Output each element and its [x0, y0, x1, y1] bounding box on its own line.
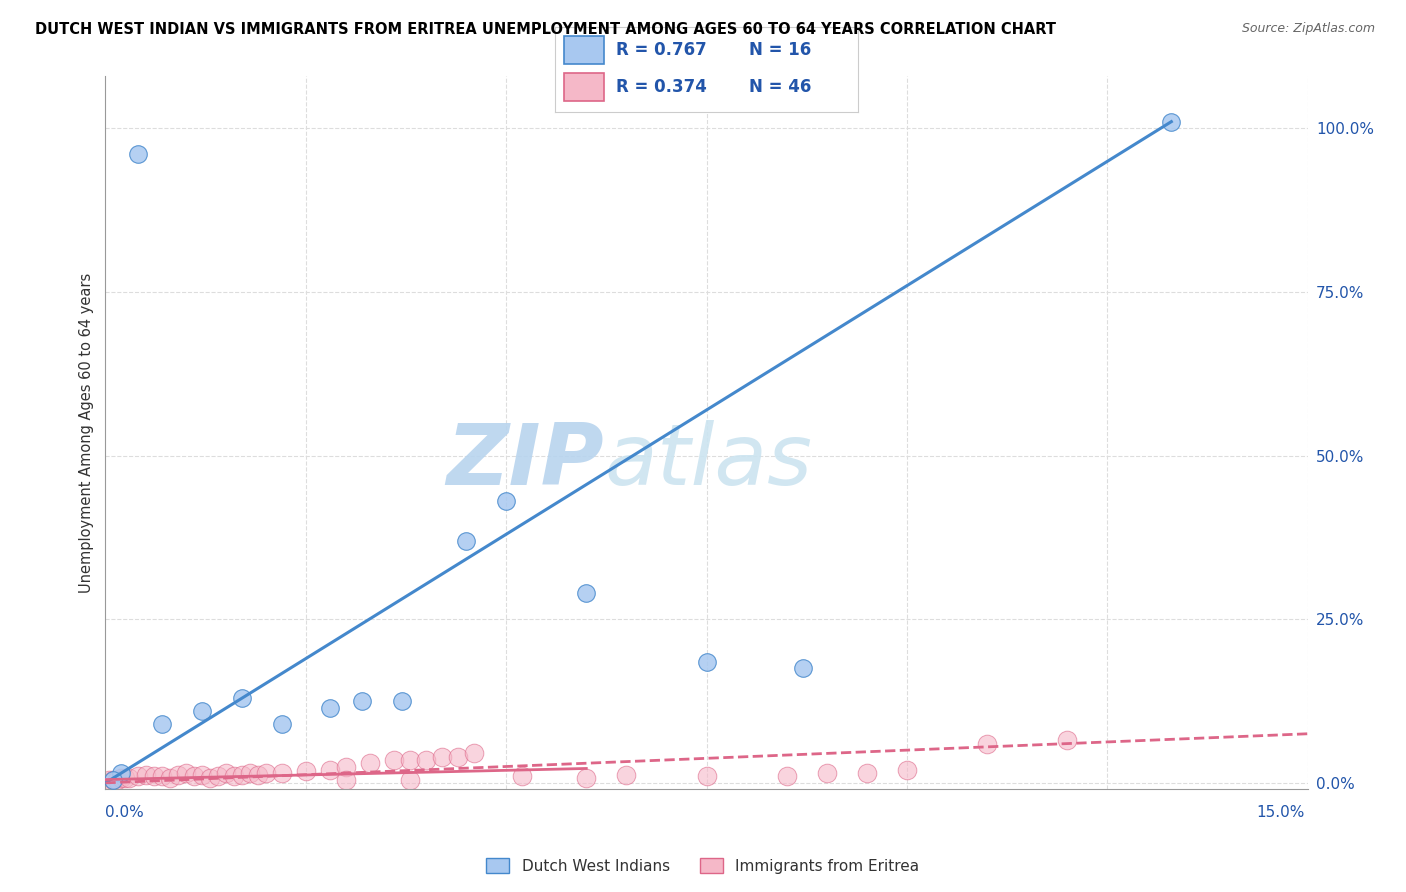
FancyBboxPatch shape — [564, 36, 603, 64]
Y-axis label: Unemployment Among Ages 60 to 64 years: Unemployment Among Ages 60 to 64 years — [79, 272, 94, 593]
Point — [110, 766, 132, 780]
Point — [896, 763, 918, 777]
Point — [214, 766, 236, 780]
Point — [359, 756, 381, 771]
Point — [1056, 733, 1078, 747]
Point — [159, 771, 181, 785]
Point — [776, 769, 799, 783]
Point — [399, 753, 422, 767]
Point — [239, 766, 262, 780]
Point — [270, 766, 292, 780]
Point — [190, 704, 212, 718]
Point — [270, 717, 292, 731]
Point — [231, 768, 253, 782]
Point — [103, 772, 125, 787]
Point — [142, 769, 165, 783]
Text: 0.0%: 0.0% — [105, 805, 145, 820]
Point — [135, 768, 157, 782]
Point — [815, 766, 838, 780]
Legend: Dutch West Indians, Immigrants from Eritrea: Dutch West Indians, Immigrants from Erit… — [481, 852, 925, 880]
Point — [415, 753, 437, 767]
Point — [127, 147, 149, 161]
Text: 15.0%: 15.0% — [1257, 805, 1305, 820]
Text: N = 46: N = 46 — [749, 78, 811, 96]
Point — [350, 694, 373, 708]
Point — [792, 661, 814, 675]
Point — [166, 768, 188, 782]
Point — [98, 772, 121, 787]
Point — [150, 769, 173, 783]
Point — [107, 772, 129, 787]
Text: Source: ZipAtlas.com: Source: ZipAtlas.com — [1241, 22, 1375, 36]
Point — [183, 769, 205, 783]
Point — [399, 772, 422, 787]
FancyBboxPatch shape — [564, 73, 603, 102]
Point — [855, 766, 877, 780]
Point — [335, 772, 357, 787]
Point — [254, 766, 277, 780]
Point — [150, 717, 173, 731]
Point — [319, 700, 342, 714]
Point — [463, 747, 485, 761]
Point — [575, 586, 598, 600]
Point — [114, 771, 136, 785]
Point — [696, 769, 718, 783]
Point — [510, 769, 533, 783]
Point — [246, 768, 269, 782]
Point — [382, 753, 405, 767]
Point — [118, 771, 141, 785]
Text: R = 0.767: R = 0.767 — [616, 41, 707, 59]
Point — [110, 771, 132, 785]
Point — [391, 694, 413, 708]
Point — [495, 494, 517, 508]
Point — [174, 766, 197, 780]
Text: DUTCH WEST INDIAN VS IMMIGRANTS FROM ERITREA UNEMPLOYMENT AMONG AGES 60 TO 64 YE: DUTCH WEST INDIAN VS IMMIGRANTS FROM ERI… — [35, 22, 1056, 37]
Point — [207, 769, 229, 783]
Point — [190, 768, 212, 782]
Point — [198, 771, 221, 785]
Text: N = 16: N = 16 — [749, 41, 811, 59]
Point — [231, 690, 253, 705]
Point — [454, 533, 477, 548]
Point — [430, 749, 453, 764]
Text: ZIP: ZIP — [447, 419, 605, 503]
Point — [696, 655, 718, 669]
Text: atlas: atlas — [605, 419, 813, 503]
Point — [575, 771, 598, 785]
Point — [616, 768, 638, 782]
Point — [447, 749, 470, 764]
Point — [1160, 114, 1182, 128]
Point — [222, 769, 245, 783]
Point — [103, 772, 125, 787]
Point — [335, 759, 357, 773]
Point — [127, 769, 149, 783]
Point — [319, 763, 342, 777]
Text: R = 0.374: R = 0.374 — [616, 78, 707, 96]
Point — [976, 737, 998, 751]
Point — [295, 764, 318, 778]
